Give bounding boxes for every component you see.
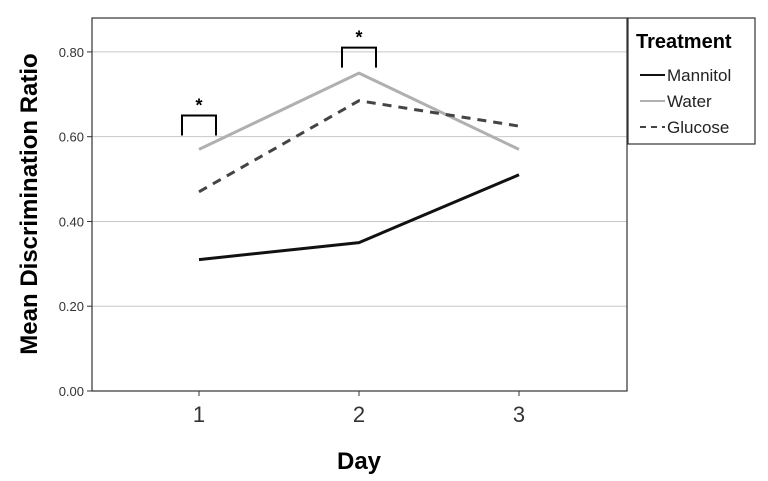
series-line-water [198,71,520,151]
y-tick-label: 0.00 [59,384,84,399]
gridlines [92,51,627,307]
y-axis-ticks: 0.00 0.20 0.40 0.60 0.80 [59,45,92,399]
series-lines [198,71,520,262]
plot-background [92,18,627,391]
y-tick-label: 0.20 [59,299,84,314]
significance-star: * [195,95,202,115]
x-axis-title: Day [337,448,382,475]
y-tick-label: 0.80 [59,45,84,60]
legend-items: Mannitol Water Glucose [640,66,731,137]
significance-bracket [341,46,377,68]
legend-label-water: Water [667,92,712,111]
legend-label-glucose: Glucose [667,118,729,137]
x-tick-label: 3 [513,402,525,427]
x-axis-ticks: 1 2 3 [193,391,525,427]
legend: Treatment Mannitol Water Glucose [627,17,756,145]
x-tick-label: 1 [193,402,205,427]
series-line-glucose [198,99,520,194]
y-tick-label: 0.60 [59,130,84,145]
series-line-mannitol [198,173,520,262]
y-axis-title: Mean Discrimination Ratio [16,53,43,354]
significance-star: * [355,28,362,48]
legend-title: Treatment [636,31,732,53]
significance-bracket [181,114,217,136]
legend-box [627,17,756,145]
x-tick-label: 2 [353,402,365,427]
legend-label-mannitol: Mannitol [667,66,731,85]
significance-annotations: ** [181,28,377,136]
y-tick-label: 0.40 [59,214,84,229]
